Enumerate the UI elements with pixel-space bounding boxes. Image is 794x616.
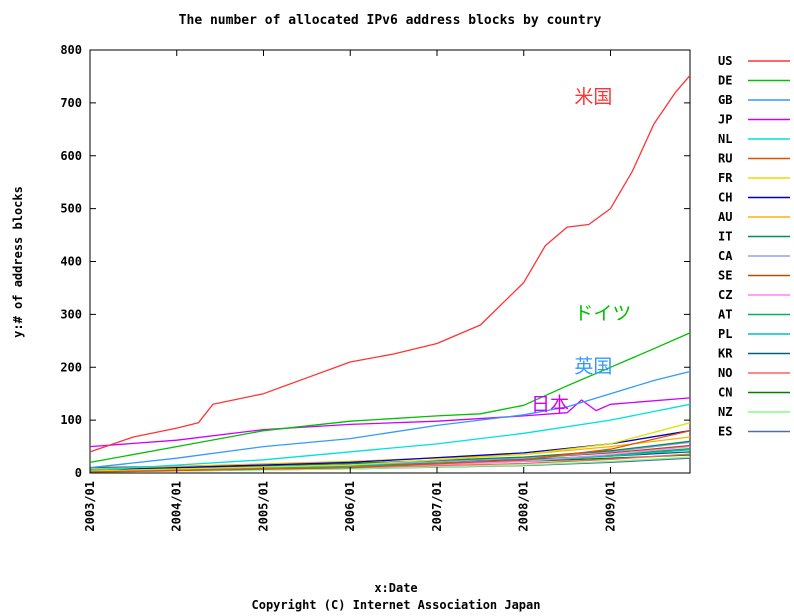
annotation-gb: 英国 <box>574 356 612 378</box>
x-tick-label: 2003/01 <box>83 481 97 532</box>
legend-label-jp: JP <box>718 113 732 127</box>
series-line-jp <box>89 397 691 448</box>
x-tick-label: 2005/01 <box>256 481 270 532</box>
plot-area <box>89 49 691 474</box>
series-line-us <box>89 74 691 453</box>
legend-label-pl: PL <box>718 327 732 341</box>
legend-label-no: NO <box>718 366 732 380</box>
legend: US DE GB JP NL RU FR CH AU IT CA SE CZ AT PL KR NO CN NZ ES <box>718 54 790 439</box>
legend-label-cz: CZ <box>718 288 732 302</box>
x-tick-label: 2008/01 <box>517 481 531 532</box>
x-tick-label: 2009/01 <box>603 481 617 532</box>
legend-label-ru: RU <box>718 152 732 166</box>
x-tick-label: 2004/01 <box>170 481 184 532</box>
annotation-jp: 日本 <box>531 394 569 416</box>
chart-title: The number of allocated IPv6 address blo… <box>179 13 602 28</box>
legend-label-us: US <box>718 54 732 68</box>
annotation-de: ドイツ <box>574 303 631 325</box>
legend-label-nl: NL <box>718 132 732 146</box>
y-tick-label: 300 <box>60 307 82 321</box>
copyright-text: Copyright (C) Internet Association Japan <box>252 598 541 612</box>
series-line-ch <box>89 430 691 472</box>
series-line-de <box>89 332 691 464</box>
legend-label-de: DE <box>718 74 732 88</box>
x-axis-label: x:Date <box>374 581 417 595</box>
legend-label-cn: CN <box>718 386 732 400</box>
annotation-us: 米国 <box>574 86 612 108</box>
legend-label-at: AT <box>718 308 732 322</box>
legend-label-gb: GB <box>718 93 732 107</box>
legend-label-ch: CH <box>718 191 732 205</box>
y-tick-label: 600 <box>60 149 82 163</box>
y-tick-label: 200 <box>60 360 82 374</box>
y-tick-label: 500 <box>60 202 82 216</box>
legend-label-es: ES <box>718 425 732 439</box>
y-tick-label: 400 <box>60 255 82 269</box>
x-tick-label: 2007/01 <box>430 481 444 532</box>
x-tick-label: 2006/01 <box>343 481 357 532</box>
legend-label-ca: CA <box>718 249 733 263</box>
y-tick-label: 800 <box>60 43 82 57</box>
series-line-gb <box>89 370 691 469</box>
y-tick-label: 700 <box>60 96 82 110</box>
y-tick-label: 100 <box>60 413 82 427</box>
legend-label-au: AU <box>718 210 732 224</box>
y-tick-label: 0 <box>75 466 82 480</box>
legend-label-kr: KR <box>718 347 733 361</box>
legend-label-it: IT <box>718 230 732 244</box>
legend-label-se: SE <box>718 269 732 283</box>
series-line-nl <box>89 403 691 472</box>
legend-label-nz: NZ <box>718 405 732 419</box>
plot-frame <box>89 49 691 474</box>
axis-layer: 0 100 200 300 400 500 600 700 800 2003/01 2004/01 2… <box>60 43 690 532</box>
y-axis-label: y:# of address blocks <box>11 186 25 338</box>
legend-label-fr: FR <box>718 171 733 185</box>
